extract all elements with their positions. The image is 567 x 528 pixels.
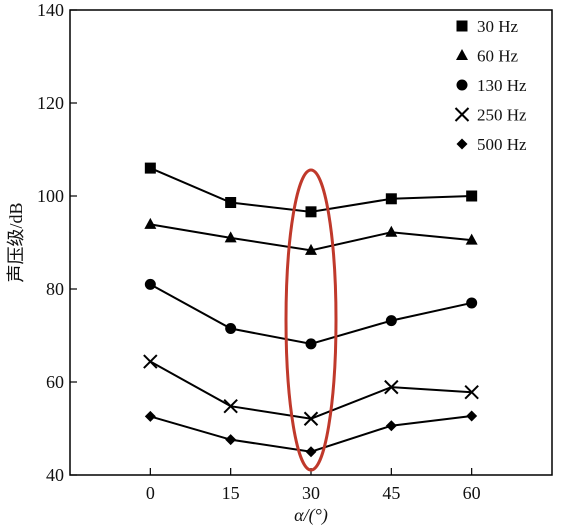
point-triangle [456, 49, 468, 60]
y-tick-label: 120 [37, 93, 64, 113]
y-tick-label: 140 [37, 0, 64, 20]
y-tick-label: 40 [46, 465, 64, 485]
point-square [225, 197, 237, 209]
legend-label: 130 Hz [477, 76, 527, 95]
y-tick-label: 80 [46, 279, 64, 299]
y-axis-label: 声压级/dB [6, 202, 26, 282]
point-square [456, 20, 468, 32]
y-tick-label: 100 [37, 186, 64, 206]
point-diamond [456, 138, 468, 150]
legend-label: 30 Hz [477, 17, 519, 36]
x-tick-label: 30 [302, 483, 320, 503]
point-x [384, 379, 399, 395]
point-x-stroke [384, 379, 399, 395]
legend-label: 60 Hz [477, 47, 519, 66]
point-square [144, 162, 156, 174]
x-tick-label: 15 [222, 483, 240, 503]
point-circle [466, 297, 478, 309]
x-axis-label: α/(°) [294, 505, 328, 526]
point-x [454, 107, 470, 122]
x-tick-label: 60 [463, 483, 481, 503]
point-x-stroke [464, 385, 479, 400]
point-triangle [144, 217, 157, 229]
x-tick-label: 45 [382, 483, 400, 503]
point-diamond [466, 410, 478, 422]
point-diamond [385, 420, 397, 432]
axis-ticks: 0 15 30 45 60 40 60 80 100 120 140 [37, 0, 481, 503]
series-layer [143, 162, 479, 458]
point-x-stroke [454, 107, 470, 122]
point-triangle [465, 233, 478, 245]
point-x [464, 385, 479, 400]
point-circle [144, 278, 156, 290]
legend: 30 Hz 60 Hz 130 Hz 250 Hz 500 Hz [454, 17, 527, 154]
point-circle [385, 315, 397, 327]
point-triangle [305, 243, 317, 255]
point-circle [456, 79, 468, 91]
point-circle [305, 338, 317, 350]
point-x-stroke [303, 411, 319, 426]
point-x [143, 354, 158, 369]
y-tick-label: 60 [46, 372, 64, 392]
point-x-stroke [143, 354, 158, 369]
point-triangle [385, 225, 398, 237]
point-diamond [144, 410, 156, 422]
x-tick-label: 0 [146, 483, 155, 503]
legend-label: 250 Hz [477, 106, 527, 125]
point-square [305, 206, 317, 218]
point-x-stroke [223, 398, 238, 414]
point-diamond [305, 446, 317, 458]
point-circle [225, 323, 237, 335]
point-diamond [225, 434, 237, 446]
point-triangle [224, 231, 237, 243]
series-line [149, 283, 472, 345]
series-line [149, 167, 472, 213]
point-square [466, 190, 478, 202]
legend-label: 500 Hz [477, 135, 527, 154]
point-x [303, 411, 319, 426]
point-x [223, 398, 238, 414]
point-square [385, 193, 397, 205]
series-line [149, 360, 472, 420]
highlight-ellipse [284, 168, 338, 472]
